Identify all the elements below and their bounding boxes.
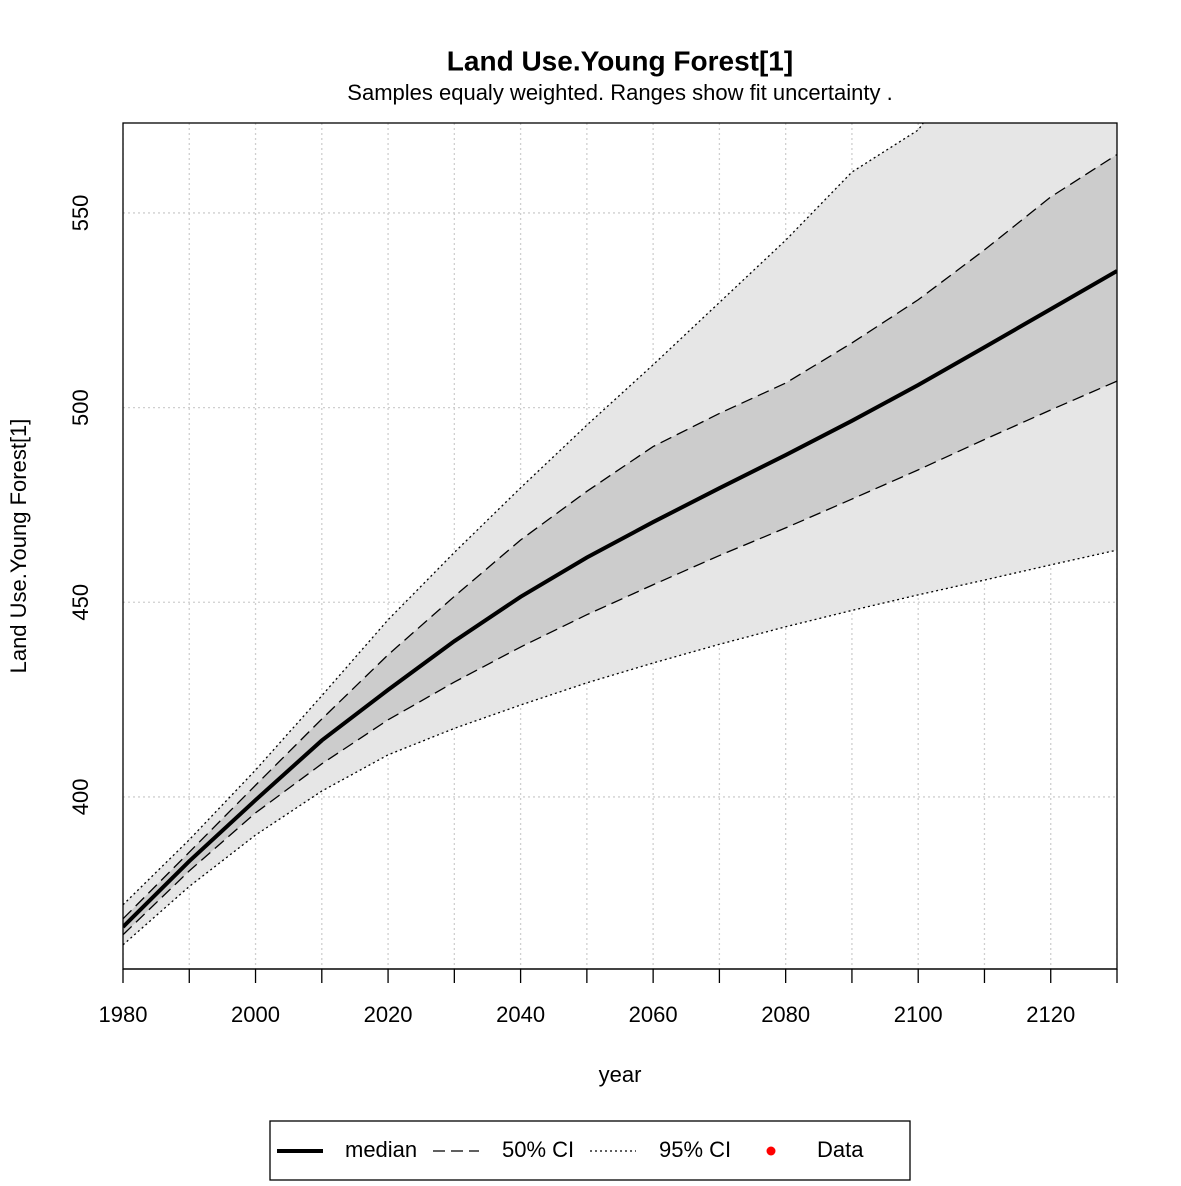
legend-label: 50% CI	[502, 1137, 574, 1162]
legend-box	[269, 1120, 911, 1181]
x-tick-label: 2000	[231, 1002, 280, 1027]
legend: median 50% CI 95% CI Data	[277, 1137, 864, 1162]
x-tick-label: 2060	[629, 1002, 678, 1027]
y-tick-label: 400	[68, 779, 93, 816]
y-tick-label: 450	[68, 584, 93, 621]
legend-swatch	[766, 1146, 776, 1156]
y-axis-title: Land Use.Young Forest[1]	[6, 419, 31, 674]
x-tick-label: 2020	[364, 1002, 413, 1027]
x-axis-title: year	[599, 1062, 642, 1087]
line	[123, 153, 1117, 920]
x-tick-label: 2040	[496, 1002, 545, 1027]
line	[123, 269, 1117, 929]
line	[123, 380, 1117, 936]
plot-area	[123, 123, 1117, 969]
legend-label: 95% CI	[659, 1137, 731, 1162]
axes: 1980 2000 2020 2040 2060 2080 2100 2120 400 450 50…	[68, 122, 1118, 1027]
legend-label: Data	[817, 1137, 864, 1162]
x-tick-label: 2120	[1026, 1002, 1075, 1027]
chart-subtitle: Samples equaly weighted. Ranges show fit…	[347, 80, 892, 105]
x-tick-label: 1980	[99, 1002, 148, 1027]
y-tick-label: 500	[68, 389, 93, 426]
legend-label: median	[345, 1137, 417, 1162]
x-tick-label: 2100	[894, 1002, 943, 1027]
chart-title: Land Use.Young Forest[1]	[447, 45, 793, 76]
y-tick-label: 550	[68, 195, 93, 232]
x-tick-label: 2080	[761, 1002, 810, 1027]
ci-band	[123, 154, 1117, 935]
line	[123, 549, 1117, 946]
